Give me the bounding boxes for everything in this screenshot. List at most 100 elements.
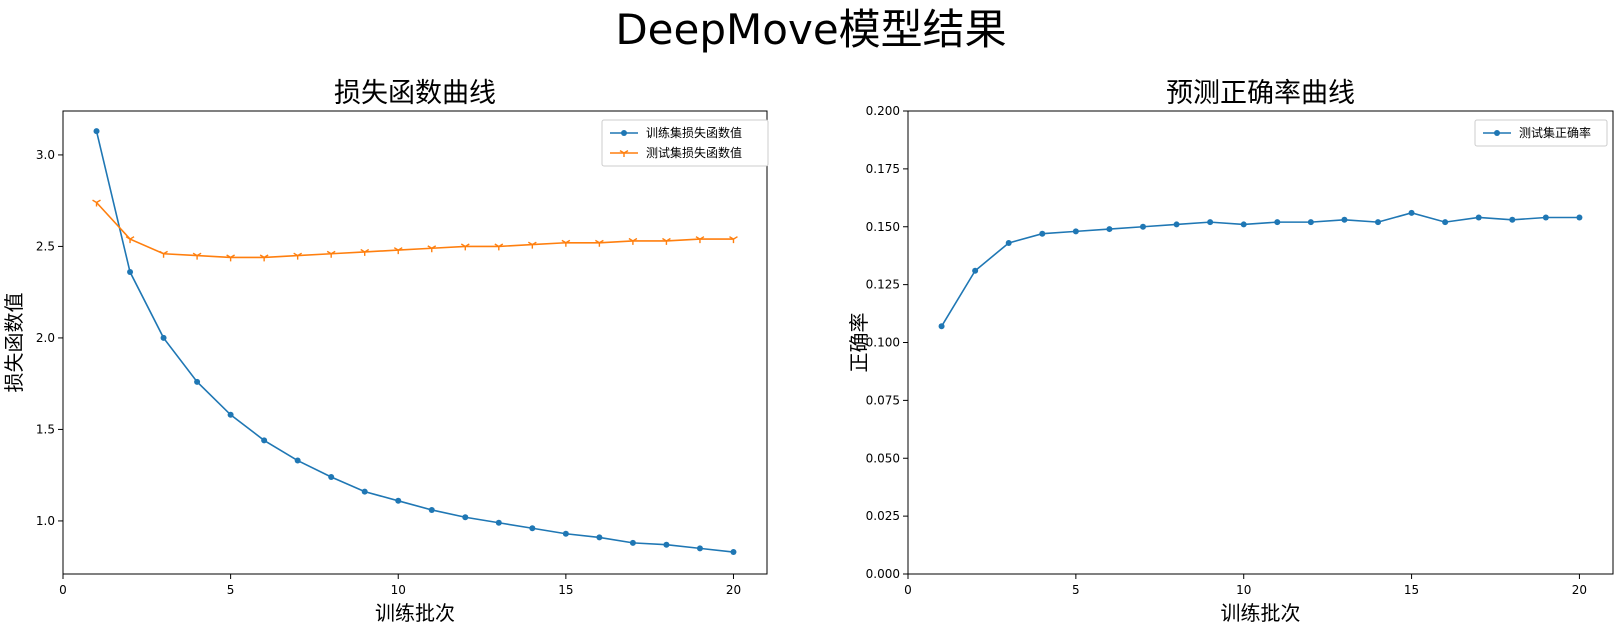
data-point <box>194 378 201 385</box>
y-tick-label: 0.050 <box>866 451 900 465</box>
data-point <box>127 269 134 276</box>
data-point <box>92 199 101 207</box>
data-point <box>259 254 269 262</box>
plot-frame <box>907 110 1614 575</box>
y-tick-label: 2.0 <box>36 331 55 345</box>
data-point <box>125 236 135 244</box>
subplot-title: 损失函数曲线 <box>334 78 496 109</box>
x-tick-label: 20 <box>1572 583 1587 597</box>
data-point <box>1274 219 1281 226</box>
y-axis-title: 正确率 <box>847 313 871 373</box>
legend-label: 测试集损失函数值 <box>646 145 742 160</box>
data-point <box>1072 228 1079 235</box>
data-point <box>1475 214 1482 221</box>
data-point <box>494 243 504 251</box>
data-point <box>1240 221 1247 228</box>
data-point <box>360 248 370 256</box>
y-tick-label: 2.5 <box>36 239 55 253</box>
x-tick-label: 5 <box>1072 583 1080 597</box>
data-point <box>938 323 945 330</box>
data-point <box>1408 209 1415 216</box>
legend-marker <box>621 130 627 136</box>
data-point <box>294 457 301 464</box>
legend-marker <box>1494 130 1500 136</box>
data-point <box>629 539 636 546</box>
data-point <box>428 506 435 513</box>
data-point <box>663 541 670 548</box>
y-tick-label: 1.0 <box>36 514 55 528</box>
x-tick-label: 10 <box>1236 583 1251 597</box>
series-line <box>940 212 1580 327</box>
subplot-title: 预测正确率曲线 <box>1166 78 1355 109</box>
legend-label: 测试集正确率 <box>1519 125 1591 140</box>
y-tick-label: 0.100 <box>866 336 900 350</box>
data-point <box>1207 219 1214 226</box>
subplot-2: 0 5 10 15 20 0.000 0.025 0.050 0.075 0.100 0.125 0.… <box>847 78 1614 625</box>
y-tick-label: 0.025 <box>866 509 900 523</box>
y-tick-label: 1.5 <box>36 422 55 436</box>
data-point <box>328 474 335 481</box>
legend-box <box>1474 119 1608 147</box>
data-point <box>395 497 402 504</box>
data-point <box>1341 216 1348 223</box>
data-point <box>462 514 469 521</box>
data-point <box>695 236 705 244</box>
data-point <box>696 545 703 552</box>
data-point <box>1005 239 1012 246</box>
y-axis-title: 损失函数值 <box>2 293 26 393</box>
x-tick-label: 5 <box>227 583 235 597</box>
data-point <box>159 250 168 258</box>
series-line <box>95 201 734 259</box>
data-point <box>460 243 470 251</box>
y-tick-label: 0.175 <box>866 162 900 176</box>
x-tick-label: 20 <box>726 583 741 597</box>
legend-label: 训练集损失函数值 <box>646 125 742 140</box>
data-point <box>293 252 303 260</box>
y-tick-label: 3.0 <box>36 148 55 162</box>
data-point <box>1106 226 1113 233</box>
data-point <box>1542 214 1549 221</box>
data-point <box>160 334 167 341</box>
y-tick-label: 0.150 <box>866 220 900 234</box>
x-tick-label: 0 <box>59 583 67 597</box>
x-axis-title: 训练批次 <box>1221 601 1301 625</box>
data-point <box>596 534 603 541</box>
plot-frame <box>62 110 768 575</box>
data-point <box>527 241 537 249</box>
x-tick-label: 15 <box>1404 583 1419 597</box>
data-point <box>529 525 536 532</box>
data-point <box>1039 230 1046 237</box>
y-tick-label: 0.075 <box>866 393 900 407</box>
data-point <box>1307 219 1314 226</box>
y-tick-label: 0.200 <box>866 104 900 118</box>
data-point <box>192 252 202 260</box>
data-point <box>628 237 638 245</box>
data-point <box>1576 214 1583 221</box>
legend-box <box>601 119 769 167</box>
data-point <box>595 239 604 247</box>
data-point <box>326 250 336 258</box>
y-tick-label: 0.125 <box>866 278 900 292</box>
data-point <box>393 247 403 255</box>
data-point <box>361 488 368 495</box>
data-point <box>427 245 437 253</box>
x-tick-label: 10 <box>391 583 406 597</box>
data-point <box>226 254 235 262</box>
legend-marker <box>619 149 629 157</box>
data-point <box>561 239 571 247</box>
data-point <box>662 237 671 245</box>
data-point <box>1375 219 1381 226</box>
data-point <box>1140 223 1146 230</box>
data-point <box>1173 221 1180 228</box>
series-line <box>95 130 734 553</box>
data-point <box>729 236 738 244</box>
data-point <box>562 530 569 537</box>
data-point <box>730 549 737 556</box>
x-tick-label: 15 <box>558 583 573 597</box>
y-tick-label: 0.000 <box>866 567 900 581</box>
data-point <box>261 437 268 444</box>
data-point <box>495 519 502 526</box>
data-point <box>227 411 234 418</box>
data-point <box>1509 216 1516 223</box>
